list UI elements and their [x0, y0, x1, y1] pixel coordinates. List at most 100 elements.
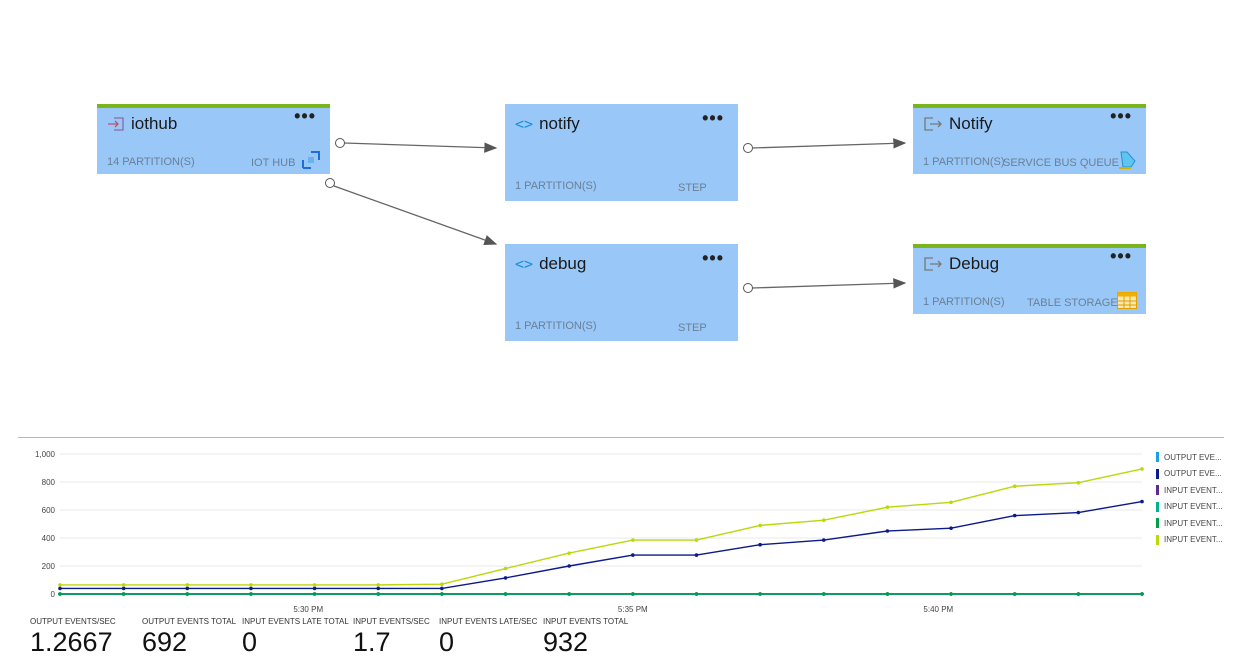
legend-swatch: [1156, 534, 1159, 545]
data-point: [567, 564, 571, 568]
iot-hub-icon: [302, 151, 320, 169]
legend-item[interactable]: INPUT EVENT...: [1156, 515, 1223, 532]
data-point: [312, 592, 317, 596]
node-notify-output-more-button[interactable]: •••: [1110, 106, 1132, 126]
node-debug-output-more-button[interactable]: •••: [1110, 246, 1132, 266]
stat-value: 0: [439, 627, 455, 657]
data-point: [821, 538, 826, 542]
data-point: [1140, 499, 1144, 504]
y-tick-label: 1,000: [35, 450, 56, 459]
node-iothub[interactable]: iothub ••• 14 PARTITION(S) IOT HUB: [97, 104, 330, 174]
node-notify-output[interactable]: Notify ••• 1 PARTITION(S) SERVICE BUS QU…: [913, 104, 1146, 174]
stat-value: 932: [543, 627, 589, 657]
stat-input-events-sec: INPUT EVENTS/SEC 1.7: [353, 617, 430, 658]
series-line: [60, 500, 1143, 590]
node-notify-output-kind: SERVICE BUS QUEUE: [1003, 157, 1119, 169]
node-debug-more-button[interactable]: •••: [702, 248, 724, 268]
node-debug-step[interactable]: <> debug ••• 1 PARTITION(S) STEP: [505, 244, 738, 341]
data-point: [1140, 592, 1144, 596]
legend-swatch: [1156, 468, 1159, 479]
input-arrow-icon: [108, 117, 124, 131]
legend-label: OUTPUT EVE...: [1164, 452, 1222, 462]
series-line: [60, 468, 1143, 586]
legend-item[interactable]: OUTPUT EVE...: [1156, 466, 1223, 483]
data-point: [1012, 513, 1017, 518]
debug-output-connector[interactable]: [743, 283, 753, 293]
data-point: [631, 538, 635, 542]
table-storage-icon: [1117, 292, 1137, 309]
legend-item[interactable]: OUTPUT EVE...: [1156, 449, 1223, 466]
node-debug-title-row: <> debug: [515, 254, 586, 274]
stat-label: INPUT EVENTS LATE TOTAL: [242, 617, 349, 626]
data-point: [503, 566, 508, 571]
data-point: [1012, 484, 1017, 488]
data-point: [121, 583, 126, 587]
data-point: [567, 551, 571, 555]
node-debug-output-kind: TABLE STORAGE: [1027, 297, 1118, 309]
legend-item[interactable]: INPUT EVENT...: [1156, 532, 1223, 549]
node-debug-output[interactable]: Debug ••• 1 PARTITION(S) TABLE STORAGE: [913, 244, 1146, 314]
data-point: [885, 505, 890, 509]
node-iothub-title-row: iothub: [107, 114, 177, 134]
data-point: [376, 586, 381, 591]
stat-value: 692: [142, 627, 188, 657]
data-point: [249, 583, 253, 587]
node-notify-output-partitions: 1 PARTITION(S): [923, 156, 1005, 168]
legend-label: INPUT EVENT...: [1164, 485, 1223, 495]
panel-divider: [18, 437, 1224, 438]
legend-item[interactable]: INPUT EVENT...: [1156, 499, 1223, 516]
data-point: [121, 592, 126, 596]
node-iothub-partitions: 14 PARTITION(S): [107, 156, 195, 168]
stat-value: 1.7: [353, 627, 391, 657]
arrow-debug-output: [751, 278, 907, 289]
x-tick-label: 5:35 PM: [618, 605, 648, 614]
data-point: [312, 583, 317, 587]
node-iothub-more-button[interactable]: •••: [294, 106, 316, 126]
connection-arrows: [333, 138, 907, 289]
service-bus-queue-icon: [1119, 151, 1136, 169]
data-point: [1076, 480, 1081, 485]
arrow-iothub-notify: [343, 142, 498, 153]
data-point: [694, 538, 699, 542]
legend-swatch: [1156, 452, 1159, 463]
data-point: [949, 526, 953, 530]
data-point: [1012, 592, 1017, 596]
node-debug-output-title: Debug: [949, 254, 1000, 273]
iothub-output-connector-2[interactable]: [325, 178, 335, 188]
data-point: [440, 586, 444, 591]
node-debug-title: debug: [539, 254, 587, 273]
data-point: [821, 518, 826, 523]
stat-label: INPUT EVENTS/SEC: [353, 617, 430, 626]
data-point: [949, 500, 953, 505]
y-tick-label: 800: [42, 478, 56, 487]
node-iothub-title: iothub: [131, 114, 178, 133]
data-point: [694, 592, 699, 596]
iothub-output-connector-1[interactable]: [335, 138, 345, 148]
data-point: [758, 592, 762, 596]
data-point: [631, 592, 635, 596]
node-debug-partitions: 1 PARTITION(S): [515, 320, 597, 332]
y-tick-label: 0: [51, 590, 56, 599]
data-point: [376, 592, 381, 596]
legend-item[interactable]: INPUT EVENT...: [1156, 482, 1223, 499]
data-point: [885, 592, 890, 596]
metrics-chart: 0 200 400 600 800 1,000 5:30 PM 5:35 PM 5:40 PM: [35, 450, 1144, 614]
legend-swatch: [1156, 518, 1159, 529]
data-point: [758, 523, 762, 528]
stat-label: INPUT EVENTS LATE/SEC: [439, 617, 538, 626]
data-point: [121, 586, 126, 591]
data-point: [503, 576, 508, 580]
data-point: [249, 592, 253, 596]
notify-output-connector[interactable]: [743, 143, 753, 153]
x-tick-label: 5:30 PM: [293, 605, 323, 614]
data-point: [885, 529, 890, 533]
y-tick-label: 200: [42, 562, 56, 571]
data-point: [567, 592, 571, 596]
node-notify-more-button[interactable]: •••: [702, 108, 724, 128]
data-point: [758, 542, 762, 547]
stat-input-events-total: INPUT EVENTS TOTAL 932: [543, 617, 628, 658]
chart-legend: OUTPUT EVE... OUTPUT EVE... INPUT EVENT.…: [1156, 449, 1223, 548]
stat-label: OUTPUT EVENTS/SEC: [30, 617, 116, 626]
stat-input-events-late-total: INPUT EVENTS LATE TOTAL 0: [242, 617, 349, 658]
node-notify-step[interactable]: <> notify ••• 1 PARTITION(S) STEP: [505, 104, 738, 201]
